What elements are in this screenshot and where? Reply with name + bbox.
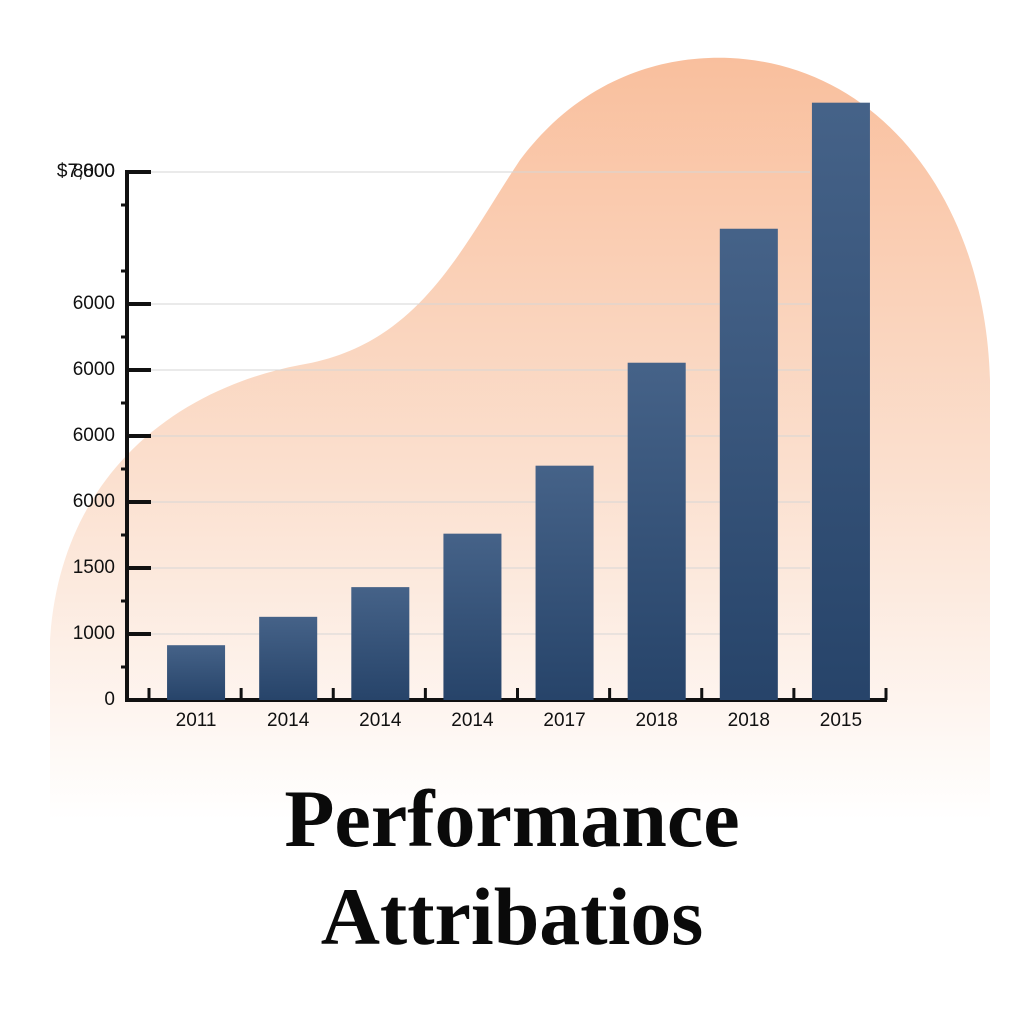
- x-tick-label: 2014: [451, 710, 494, 731]
- bar-shade: [719, 228, 778, 700]
- y-tick-label: 6000: [73, 293, 115, 314]
- y-tick-label: 0: [104, 689, 115, 710]
- x-tick-label: 2018: [636, 710, 678, 731]
- y-tick-label: 1000: [73, 623, 115, 644]
- y-tick-label: 8000: [73, 161, 115, 182]
- bar-shade: [167, 645, 226, 700]
- bar-shade: [259, 616, 318, 700]
- x-tick-label: 2017: [543, 710, 585, 731]
- y-tick-label: 6000: [73, 491, 115, 512]
- x-tick-label: 2018: [728, 710, 770, 731]
- y-tick-label: 6000: [73, 425, 115, 446]
- bar-shade: [351, 587, 410, 700]
- bar-shade: [627, 362, 686, 700]
- bar-shade: [535, 465, 594, 700]
- bar-shade: [811, 102, 870, 700]
- x-tick-label: 2011: [176, 710, 217, 731]
- x-tick-label: 2015: [820, 710, 862, 731]
- x-tick-label: 2014: [359, 710, 402, 731]
- y-tick-label: 1500: [73, 557, 115, 578]
- x-tick-label: 2014: [267, 710, 310, 731]
- chart-title: Performance Attribatios: [284, 773, 740, 962]
- bar-shade: [443, 533, 502, 700]
- y-tick-label: 6000: [73, 359, 115, 380]
- y-tick-label: $7,800: [57, 161, 115, 182]
